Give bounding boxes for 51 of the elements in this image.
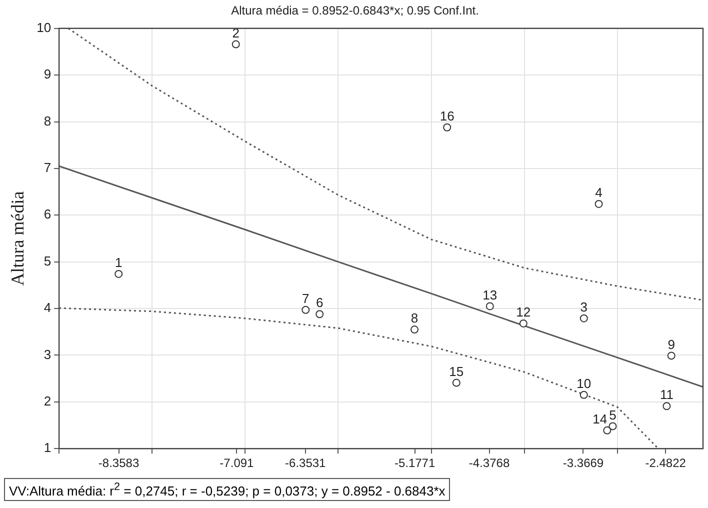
x-tick-label: -2.4822 xyxy=(645,456,686,470)
annotation: 7 xyxy=(302,291,310,306)
chart-title: Altura média = 0.8952-0.6843*x; 0.95 Conf.Int. xyxy=(231,4,479,18)
annotation: 12 xyxy=(516,304,531,320)
y-axis-title: Altura média xyxy=(8,191,28,286)
y-tick-label: 2 xyxy=(44,393,52,408)
annotation: 11 xyxy=(660,387,674,402)
point xyxy=(114,270,123,278)
annotation: 4 xyxy=(595,185,602,200)
point xyxy=(443,123,452,132)
point xyxy=(410,326,419,334)
x-tick-label: -8.3583 xyxy=(98,456,140,470)
point xyxy=(452,378,460,387)
point xyxy=(519,319,528,328)
x-tick-label: -6.3531 xyxy=(285,456,326,470)
point xyxy=(580,390,588,399)
x-tick-label: -4.3768 xyxy=(468,456,510,470)
text: VV:Altura média: r$^{2}$ = 0,2745; r = -0,5239; p = 0,0373; y = 0.8952 - 0.6843*x xyxy=(4,478,450,502)
annotation: 10 xyxy=(576,376,592,391)
y-tick-label: 7 xyxy=(44,160,52,176)
point xyxy=(316,310,324,318)
annotation: 3 xyxy=(580,299,588,314)
point xyxy=(662,402,671,410)
y-tick-label: 4 xyxy=(44,300,52,316)
annotation: 6 xyxy=(316,295,324,310)
y-tick-label: 10 xyxy=(36,20,52,35)
y-tick-label: 3 xyxy=(44,346,52,362)
annotation: 15 xyxy=(449,364,464,379)
annotation: 16 xyxy=(440,108,454,124)
point xyxy=(608,422,617,430)
y-tick-label: 9 xyxy=(44,66,52,82)
x-tick-label: -3.3669 xyxy=(562,456,604,470)
y-tick-label: 5 xyxy=(44,253,52,268)
point xyxy=(667,352,676,360)
annotation: 1 xyxy=(115,255,122,270)
annotation: 8 xyxy=(410,310,418,326)
point xyxy=(594,200,603,208)
y-tick-label: 8 xyxy=(44,113,52,128)
point xyxy=(232,40,240,48)
y-tick-label: 6 xyxy=(44,206,52,222)
x-tick-label: -5.1771 xyxy=(394,456,436,470)
point xyxy=(302,306,310,314)
y-tick-label: 1 xyxy=(44,440,52,456)
point xyxy=(580,314,588,322)
annotation: 5 xyxy=(609,407,616,422)
point xyxy=(486,302,494,310)
point xyxy=(603,426,612,434)
annotation: 14 xyxy=(592,411,608,426)
x-tick-label: -7.091 xyxy=(220,456,254,470)
annotation: 13 xyxy=(482,287,498,302)
annotation: 9 xyxy=(668,336,675,352)
